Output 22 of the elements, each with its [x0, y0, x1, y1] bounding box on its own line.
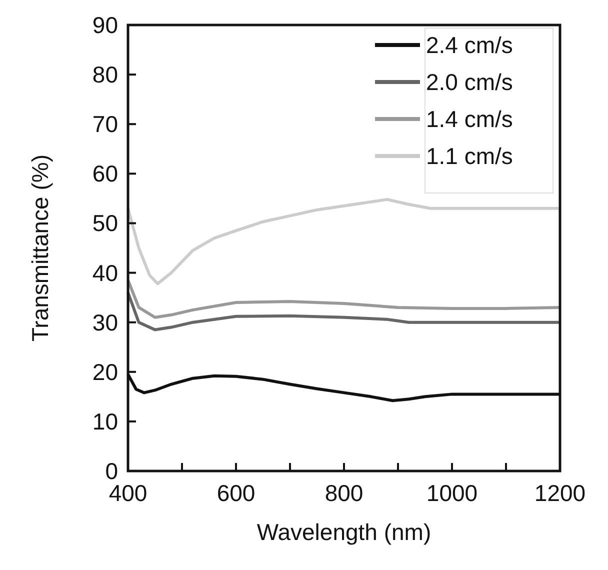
line-series: [126, 198, 562, 286]
legend-label: 2.0 cm/s: [426, 69, 513, 95]
y-tick-label: 70: [92, 111, 118, 138]
y-axis-title: Transmittance (%): [27, 154, 53, 342]
line-series: [126, 291, 562, 332]
y-tick-label: 80: [92, 62, 118, 88]
y-tick-label: 60: [92, 160, 118, 187]
x-tick-label: 1200: [534, 480, 586, 506]
y-tick-label: 20: [92, 358, 118, 385]
legend-label: 1.4 cm/s: [426, 106, 513, 132]
x-axis-title: Wavelength (nm): [256, 519, 432, 545]
x-tick-label: 600: [216, 480, 256, 506]
y-tick-label: 50: [92, 210, 118, 236]
y-tick-label: 30: [92, 309, 118, 336]
legend-label: 2.4 cm/s: [426, 32, 513, 58]
y-tick-label: 10: [92, 408, 118, 434]
x-tick-label: 800: [324, 480, 364, 506]
x-tick-label: 1000: [426, 480, 478, 506]
y-tick-label: 40: [92, 260, 118, 286]
y-tick-label: 90: [92, 12, 118, 38]
legend-label: 1.1 cm/s: [426, 143, 513, 169]
line-series: [126, 278, 562, 319]
